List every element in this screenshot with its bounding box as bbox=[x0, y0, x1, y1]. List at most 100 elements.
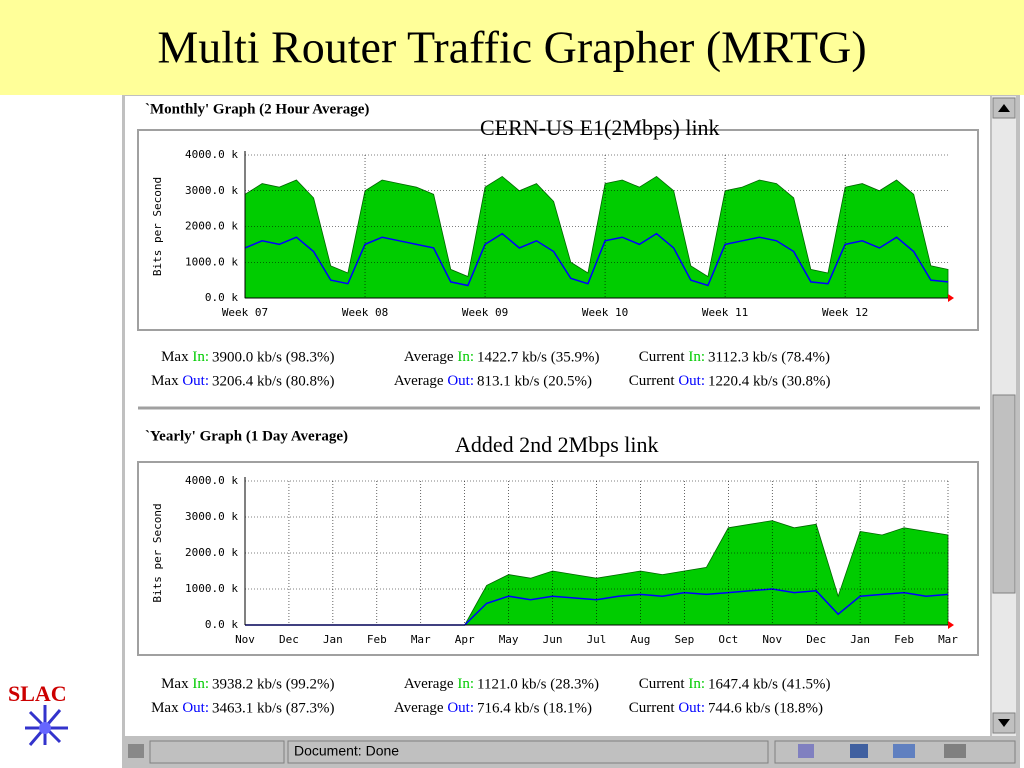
y-axis-label: Bits per Second bbox=[151, 177, 164, 276]
logo-center bbox=[39, 722, 51, 734]
y-tick-label: 0.0 k bbox=[205, 291, 238, 304]
series-name: In: bbox=[457, 349, 474, 365]
y-tick-label: 2000.0 k bbox=[185, 546, 238, 559]
x-tick-label: Week 11 bbox=[702, 306, 748, 319]
x-tick-label: Jan bbox=[850, 633, 870, 646]
stat-key: Current In: bbox=[639, 349, 705, 365]
stat-value: 813.1 kb/s (20.5%) bbox=[477, 373, 592, 389]
x-tick-label: Dec bbox=[279, 633, 299, 646]
axis-arrow bbox=[948, 294, 954, 302]
series-name: Out: bbox=[678, 373, 705, 389]
x-tick-label: Apr bbox=[455, 633, 475, 646]
stat-value: 3112.3 kb/s (78.4%) bbox=[708, 349, 830, 365]
stat-label: Average bbox=[394, 700, 444, 716]
y-tick-label: 0.0 k bbox=[205, 618, 238, 631]
in-area bbox=[244, 175, 949, 299]
stat-label: Max bbox=[151, 700, 179, 716]
arrow-icon bbox=[998, 719, 1010, 727]
arrow-icon bbox=[998, 104, 1010, 112]
security-icon bbox=[128, 744, 144, 758]
stat-label: Current bbox=[629, 700, 676, 716]
y-tick-label: 1000.0 k bbox=[185, 582, 238, 595]
stat-key: Average Out: bbox=[394, 373, 474, 389]
series-name: Out: bbox=[447, 700, 474, 716]
stat-value: 1220.4 kb/s (30.8%) bbox=[708, 373, 831, 389]
chart-title: `Monthly' Graph (2 Hour Average) bbox=[145, 101, 369, 117]
stat-key: Average In: bbox=[404, 676, 474, 692]
x-tick-label: Week 10 bbox=[582, 306, 628, 319]
logo: SLAC bbox=[8, 681, 67, 706]
title-banner bbox=[0, 0, 1024, 95]
stat-label: Current bbox=[639, 349, 686, 365]
y-tick-label: 1000.0 k bbox=[185, 255, 238, 268]
x-tick-label: Sep bbox=[674, 633, 694, 646]
stat-value: 1422.7 kb/s (35.9%) bbox=[477, 349, 600, 365]
y-tick-label: 4000.0 k bbox=[185, 474, 238, 487]
nav-icon[interactable] bbox=[798, 744, 814, 758]
stat-value: 3463.1 kb/s (87.3%) bbox=[212, 700, 335, 716]
annotation: Added 2nd 2Mbps link bbox=[455, 432, 659, 457]
stat-label: Max bbox=[161, 676, 189, 692]
y-tick-label: 3000.0 k bbox=[185, 510, 238, 523]
stat-value: 3938.2 kb/s (99.2%) bbox=[212, 676, 335, 692]
x-tick-label: Nov bbox=[762, 633, 782, 646]
scroll-thumb[interactable] bbox=[992, 394, 1016, 594]
series-name: In: bbox=[688, 349, 705, 365]
y-tick-label: 4000.0 k bbox=[185, 148, 238, 161]
y-tick-label: 2000.0 k bbox=[185, 220, 238, 233]
x-tick-label: Week 09 bbox=[462, 306, 508, 319]
series-name: Out: bbox=[678, 700, 705, 716]
stat-key: Max Out: bbox=[151, 700, 209, 716]
stat-label: Current bbox=[639, 676, 686, 692]
series-name: Out: bbox=[447, 373, 474, 389]
stat-value: 744.6 kb/s (18.8%) bbox=[708, 700, 823, 716]
stat-value: 3206.4 kb/s (80.8%) bbox=[212, 373, 335, 389]
y-axis-label: Bits per Second bbox=[151, 503, 164, 602]
stat-value: 1647.4 kb/s (41.5%) bbox=[708, 676, 831, 692]
slide-title: Multi Router Traffic Grapher (MRTG) bbox=[157, 22, 866, 73]
stat-value: 1121.0 kb/s (28.3%) bbox=[477, 676, 599, 692]
x-tick-label: May bbox=[499, 633, 519, 646]
x-tick-label: Feb bbox=[367, 633, 387, 646]
stat-key: Average In: bbox=[404, 349, 474, 365]
series-name: In: bbox=[192, 349, 209, 365]
x-tick-label: Jan bbox=[323, 633, 343, 646]
stat-key: Current In: bbox=[639, 676, 705, 692]
stat-label: Max bbox=[161, 349, 189, 365]
annotation: CERN-US E1(2Mbps) link bbox=[480, 115, 720, 140]
x-tick-label: Jul bbox=[587, 633, 607, 646]
x-tick-label: Week 08 bbox=[342, 306, 388, 319]
x-tick-label: Jun bbox=[543, 633, 563, 646]
x-tick-label: Dec bbox=[806, 633, 826, 646]
composer-icon[interactable] bbox=[944, 744, 966, 758]
series-name: In: bbox=[192, 676, 209, 692]
stat-key: Current Out: bbox=[629, 700, 705, 716]
x-tick-label: Mar bbox=[938, 633, 958, 646]
stat-label: Average bbox=[404, 676, 454, 692]
x-tick-label: Week 07 bbox=[222, 306, 268, 319]
mail-icon[interactable] bbox=[850, 744, 868, 758]
x-tick-label: Feb bbox=[894, 633, 914, 646]
stat-value: 3900.0 kb/s (98.3%) bbox=[212, 349, 335, 365]
status-text: Document: Done bbox=[294, 743, 399, 759]
x-tick-label: Oct bbox=[718, 633, 738, 646]
x-tick-label: Aug bbox=[631, 633, 651, 646]
series-name: In: bbox=[457, 676, 474, 692]
stat-key: Current Out: bbox=[629, 373, 705, 389]
series-name: In: bbox=[688, 676, 705, 692]
stat-label: Max bbox=[151, 373, 179, 389]
x-tick-label: Mar bbox=[411, 633, 431, 646]
y-tick-label: 3000.0 k bbox=[185, 184, 238, 197]
x-tick-label: Nov bbox=[235, 633, 255, 646]
stat-value: 716.4 kb/s (18.1%) bbox=[477, 700, 592, 716]
series-name: Out: bbox=[182, 373, 209, 389]
news-icon[interactable] bbox=[893, 744, 915, 758]
series-name: Out: bbox=[182, 700, 209, 716]
stat-label: Current bbox=[629, 373, 676, 389]
stat-key: Max In: bbox=[161, 676, 209, 692]
status-pane bbox=[287, 740, 769, 764]
stat-key: Max Out: bbox=[151, 373, 209, 389]
stat-label: Average bbox=[394, 373, 444, 389]
